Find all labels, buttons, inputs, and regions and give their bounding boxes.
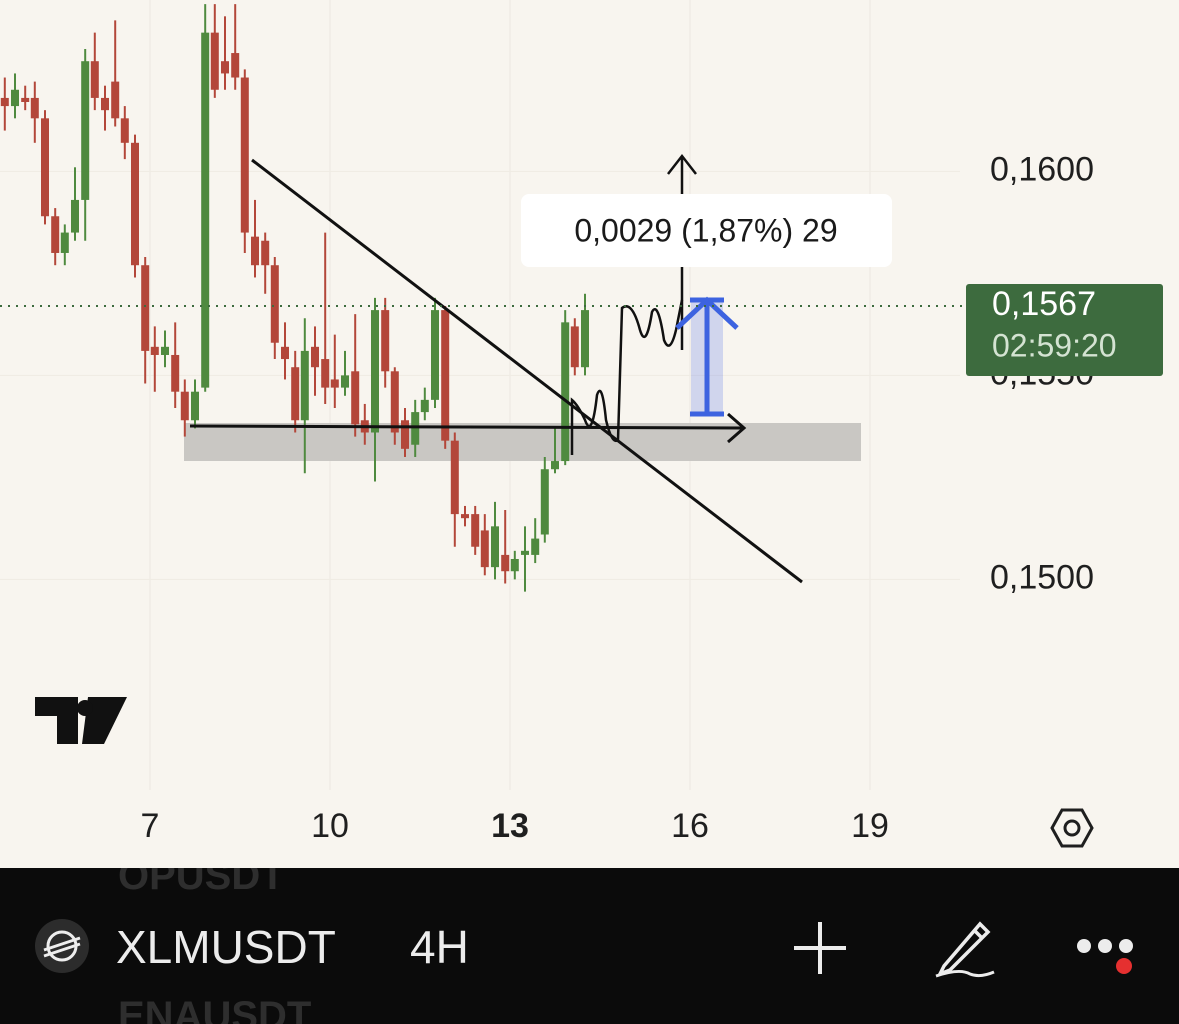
candle-body (291, 367, 300, 421)
candle-body (131, 142, 139, 266)
candle-body (491, 526, 499, 568)
candle-body (180, 391, 189, 421)
candle-body (0, 97, 9, 107)
y-tick-label: 0,1500 (990, 558, 1094, 596)
candle-body (30, 97, 39, 119)
candle-body (401, 420, 409, 449)
measure-tooltip (521, 194, 892, 267)
symbol[interactable]: XLMUSDT (116, 921, 336, 973)
tradingview-logo (35, 697, 127, 744)
candle-body (501, 554, 510, 572)
candle-body (531, 538, 540, 555)
candle-body (11, 89, 19, 107)
x-tick-label: 13 (491, 807, 529, 845)
candle-body (561, 322, 570, 462)
x-axis: 7 10 13 16 19 (141, 807, 889, 845)
candle-body (120, 118, 129, 143)
candle-body (41, 118, 49, 217)
candle-body (81, 61, 90, 200)
last-price-box (966, 284, 1163, 376)
candle-body (141, 265, 150, 351)
candle-body (540, 469, 549, 535)
candle-body (570, 326, 579, 368)
trend-line (251, 158, 803, 584)
symbol-icon (35, 919, 89, 973)
last-price-label: 0,1567 (992, 285, 1096, 323)
candle-body (300, 350, 309, 421)
measure-arrow (675, 296, 739, 417)
candle-body (311, 346, 319, 368)
interval[interactable]: 4H (410, 921, 469, 973)
symbol-list-item[interactable]: ENAUSDT (118, 994, 312, 1024)
candle-body (341, 375, 349, 388)
candle-body (101, 97, 109, 111)
candle-body (90, 61, 99, 98)
draw-button[interactable] (930, 912, 1000, 982)
candle-body (161, 346, 169, 355)
candle-body (221, 61, 229, 74)
candle-body (231, 53, 240, 78)
measure-label: 0,0029 (1,87%) 29 (574, 212, 837, 248)
candle-body (351, 371, 360, 425)
candle-body (411, 412, 420, 445)
candle-body (420, 399, 429, 413)
x-tick-label: 16 (671, 807, 709, 845)
candles (0, 4, 589, 592)
more-button[interactable] (1070, 928, 1150, 978)
y-tick-label: 0,1600 (990, 150, 1094, 188)
candle-body (381, 310, 390, 372)
candle-body (431, 310, 439, 400)
candle-body (551, 461, 559, 470)
support-zone (184, 423, 861, 461)
candle-body (251, 236, 259, 266)
countdown: 02:59:20 (992, 327, 1117, 363)
candle-body (240, 77, 249, 233)
x-tick-label: 10 (311, 807, 349, 845)
candle-body (201, 32, 210, 388)
candle-body (171, 354, 180, 392)
toolbar: OPUSDT ENAUSDT XLMUSDT 4H (0, 868, 1179, 1024)
candle-body (111, 81, 120, 119)
candle-body (330, 379, 339, 388)
candle-body (270, 265, 279, 343)
support-arrow (189, 412, 747, 444)
candle-body (281, 346, 289, 360)
settings-button[interactable] (1050, 808, 1094, 848)
candle-body (581, 310, 589, 368)
candle-body (521, 550, 529, 555)
candle-body (71, 199, 79, 233)
candle-body (390, 371, 399, 433)
candle-body (150, 346, 159, 355)
candle-body (471, 514, 480, 547)
candle-body (51, 216, 60, 253)
candle-body (480, 530, 489, 568)
x-tick-label: 19 (851, 807, 889, 845)
candle-body (371, 310, 379, 433)
x-tick-label: 7 (141, 807, 160, 845)
symbol-list-item[interactable]: OPUSDT (118, 868, 285, 898)
candle-body (21, 97, 30, 103)
candle-body (321, 359, 330, 388)
projection-sketch (570, 299, 684, 455)
candle-body (461, 514, 469, 519)
candle-body (450, 440, 459, 515)
candle-body (441, 310, 450, 441)
candle-body (210, 32, 219, 90)
candle-body (261, 240, 270, 266)
candle-body (60, 232, 69, 253)
add-button[interactable] (790, 918, 850, 978)
candle-body (510, 558, 519, 572)
candle-body (191, 391, 199, 421)
